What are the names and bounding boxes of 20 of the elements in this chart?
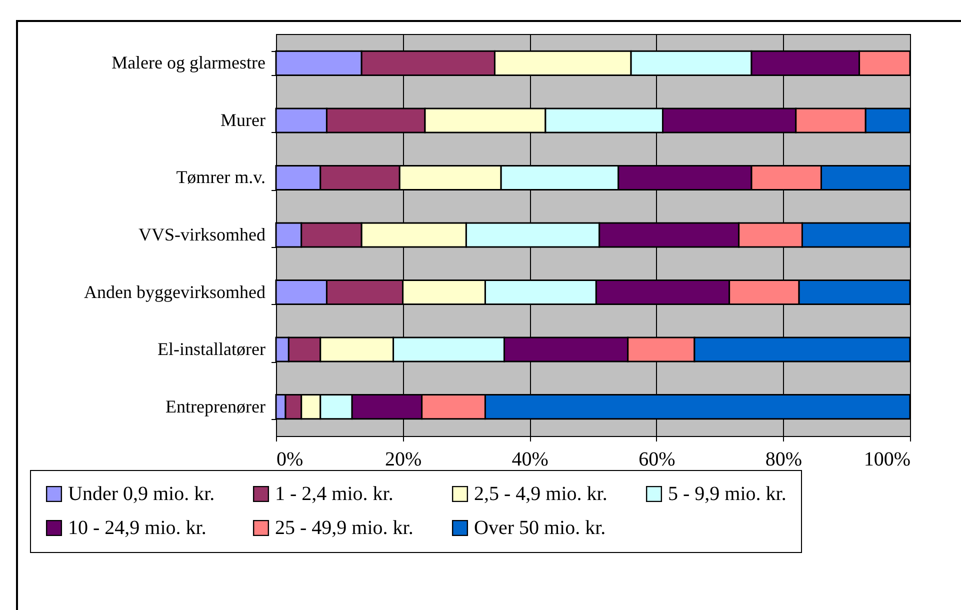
legend-label: Over 50 mio. kr. bbox=[474, 517, 606, 539]
legend-label: 10 - 24,9 mio. kr. bbox=[68, 517, 206, 539]
y-tick-label: Malere og glarmestre bbox=[112, 52, 266, 73]
x-tick-label: 100% bbox=[864, 448, 910, 470]
y-tick-label: El-installatører bbox=[158, 339, 266, 360]
x-tick-label: 40% bbox=[512, 448, 548, 470]
x-tick-label: 20% bbox=[384, 448, 422, 470]
y-tick-label: Anden byggevirksomhed bbox=[84, 282, 266, 302]
y-tick-label: Tømrer m.v. bbox=[176, 167, 266, 188]
x-tick-label: 0% bbox=[276, 448, 304, 470]
legend-label: 25 - 49,9 mio. kr. bbox=[275, 517, 414, 539]
x-tick-label: 80% bbox=[765, 448, 802, 470]
legend-label: 2,5 - 4,9 mio. kr. bbox=[474, 483, 608, 505]
y-tick-label: VVS-virksomhed bbox=[138, 224, 266, 244]
legend-label: 1 - 2,4 mio. kr. bbox=[275, 483, 394, 505]
y-tick-label: Murer bbox=[220, 110, 266, 130]
legend-label: Under 0,9 mio. kr. bbox=[68, 483, 215, 505]
y-tick-label: Entreprenører bbox=[166, 396, 266, 416]
x-tick-label: 60% bbox=[638, 448, 676, 470]
legend-label: 5 - 9,9 mio. kr. bbox=[668, 483, 786, 505]
